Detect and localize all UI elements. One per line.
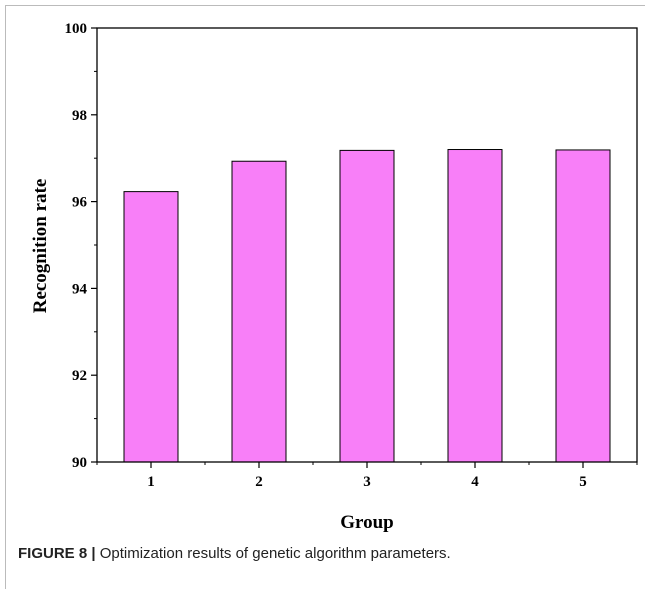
x-tick-label: 2 [255,474,263,490]
y-tick-label: 94 [72,281,88,297]
x-tick-label: 1 [147,474,155,490]
x-tick-label: 3 [363,474,371,490]
y-tick-label: 92 [72,368,87,384]
caption-text: Optimization results of genetic algorith… [95,545,451,562]
bar-chart: 90 92 94 96 98 100 1 2 3 4 5 Recognition rate Grou… [30,21,638,533]
y-tick-label: 96 [72,195,88,211]
plot-area: 90 92 94 96 98 100 1 2 3 4 5 [65,21,638,490]
bar-2 [231,160,287,463]
x-tick-label: 5 [579,474,587,490]
y-tick-label: 98 [72,108,87,124]
bar-5 [555,149,611,463]
figure-caption: FIGURE 8 | Optimization results of genet… [18,545,638,562]
caption-label: FIGURE 8 | [18,545,96,562]
bar-3 [339,149,395,463]
x-axis-title: Group [340,512,394,533]
y-tick-label: 100 [65,21,88,37]
bar-1 [123,191,179,463]
bar-4 [447,149,503,463]
x-tick-label: 4 [471,474,479,490]
figure-frame [5,5,645,589]
y-tick-label: 90 [72,455,87,471]
y-axis-title: Recognition rate [30,179,51,314]
